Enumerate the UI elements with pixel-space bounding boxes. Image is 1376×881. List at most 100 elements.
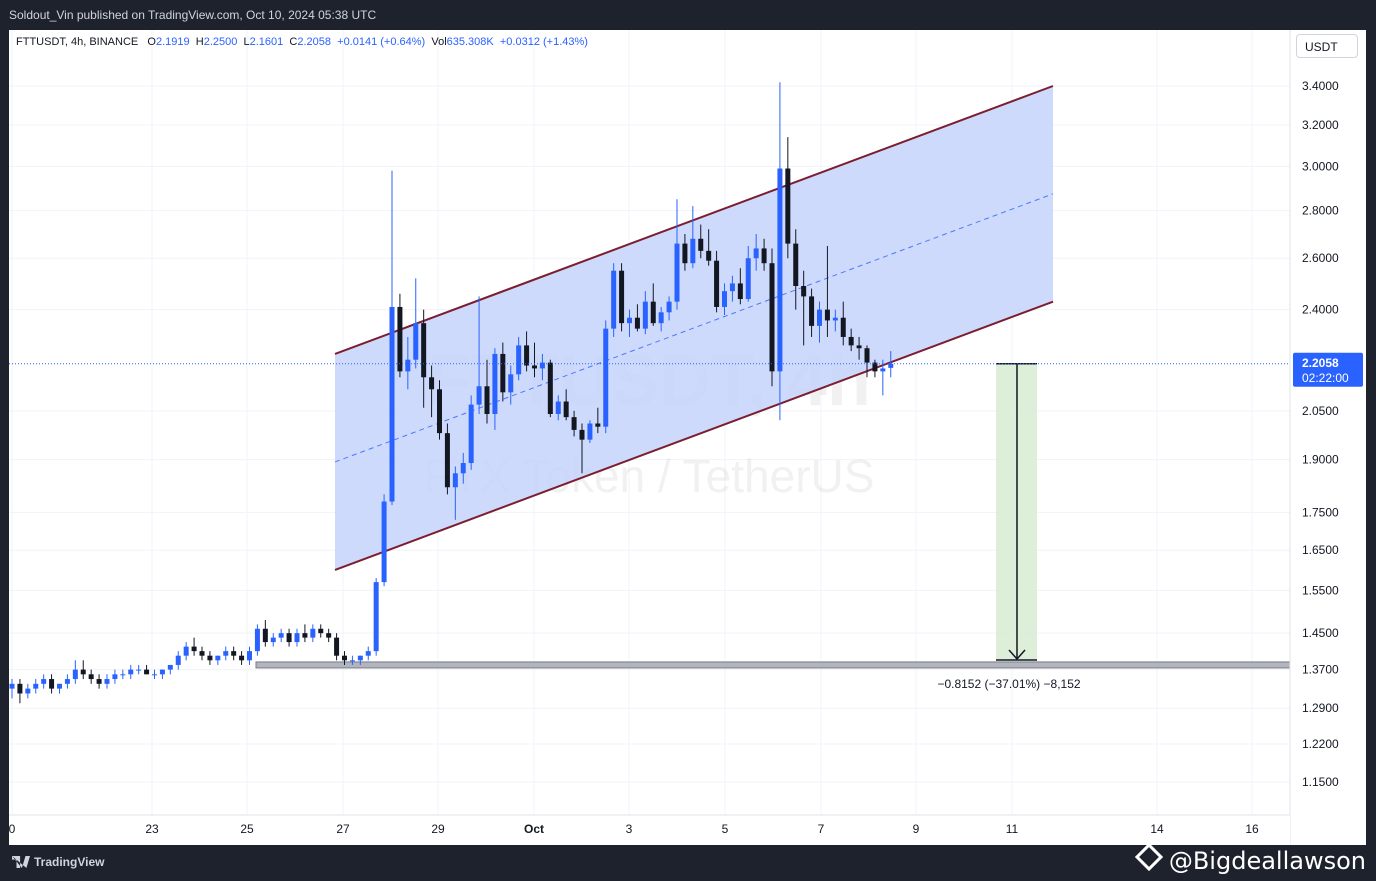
- candle: [104, 674, 110, 689]
- candle: [262, 620, 268, 647]
- candle: [579, 423, 585, 474]
- candle: [832, 309, 838, 332]
- candle-body: [17, 683, 23, 694]
- candle: [286, 628, 292, 647]
- tradingview-logo-icon: [12, 856, 30, 868]
- candle: [57, 683, 62, 694]
- candle-body: [239, 655, 245, 661]
- candle-body: [247, 651, 252, 661]
- y-tick-label: 1.3700: [1302, 663, 1339, 677]
- candle-body: [492, 353, 498, 414]
- candle-body: [9, 683, 15, 689]
- legend-volume-label: Vol: [431, 36, 447, 48]
- candle: [25, 683, 31, 699]
- candle-body: [658, 312, 664, 324]
- candle: [674, 199, 680, 310]
- candle-body: [468, 404, 474, 464]
- candle-body: [421, 323, 427, 378]
- candle-body: [832, 317, 838, 321]
- candle-body: [801, 285, 807, 297]
- candle: [183, 642, 189, 661]
- legend-open-value: 2.1919: [155, 36, 190, 48]
- candle: [41, 674, 47, 689]
- candle-body: [120, 674, 126, 676]
- candle-body: [817, 309, 822, 326]
- diamond-icon: [1134, 842, 1163, 872]
- candle-body: [318, 628, 324, 634]
- candle-body: [753, 248, 759, 259]
- y-tick-label: 3.2000: [1302, 118, 1339, 132]
- x-tick-label: 23: [145, 822, 159, 836]
- candle: [460, 452, 466, 484]
- candle: [207, 651, 213, 665]
- legend-symbol[interactable]: FTTUSDT, 4h, BINANCE: [16, 36, 139, 48]
- candle-body: [579, 429, 585, 440]
- candle: [167, 664, 173, 675]
- x-tick-label: 9: [913, 822, 920, 836]
- candle: [159, 669, 165, 680]
- candle: [824, 246, 830, 337]
- publish-bar: Soldout_Vin published on TradingView.com…: [0, 0, 1376, 30]
- x-tick-label: 3: [626, 822, 633, 836]
- candle-body: [777, 168, 783, 372]
- candle-body: [634, 317, 640, 329]
- candle-body: [41, 679, 47, 684]
- candle: [88, 669, 94, 684]
- candle: [698, 224, 704, 259]
- candle: [302, 624, 308, 643]
- candle-body: [595, 423, 601, 427]
- legend-volume-value: 635.308K: [446, 36, 494, 48]
- candle: [769, 248, 775, 387]
- candle: [452, 466, 458, 520]
- candle: [706, 229, 712, 266]
- last-price-value: 2.2058: [1302, 356, 1339, 370]
- y-tick-label: 1.4500: [1302, 626, 1339, 640]
- candle: [49, 674, 55, 694]
- candle: [888, 351, 894, 378]
- candle-body: [587, 423, 593, 440]
- candle-body: [342, 655, 347, 661]
- chart-frame[interactable]: FTTUSDT, 4hFTX Token / TetherUS−0.8152 (…: [9, 30, 1366, 845]
- y-tick-label: 1.1500: [1302, 775, 1339, 789]
- candle-body: [706, 250, 712, 261]
- y-tick-label: 2.8000: [1302, 204, 1339, 218]
- candle: [840, 301, 846, 346]
- candle-body: [104, 679, 110, 684]
- candle: [270, 633, 276, 647]
- candle-body: [262, 628, 268, 643]
- x-tick-label: 14: [1150, 822, 1164, 836]
- candle-body: [33, 683, 39, 689]
- candle-body: [864, 348, 870, 363]
- candle-body: [571, 417, 577, 430]
- y-tick-label: 1.6500: [1302, 543, 1339, 557]
- candle-body: [714, 260, 720, 307]
- candle: [128, 664, 134, 680]
- candles: [9, 82, 894, 704]
- candle: [547, 359, 553, 418]
- candle: [215, 655, 221, 665]
- legend-close-value: 2.2058: [297, 36, 332, 48]
- candle: [872, 359, 878, 378]
- grid: [9, 30, 1290, 815]
- candle-body: [500, 353, 506, 393]
- x-tick-label: 16: [1245, 822, 1259, 836]
- candle-body: [302, 633, 308, 638]
- candle: [278, 628, 284, 643]
- candle-body: [563, 401, 569, 418]
- candle-body: [57, 683, 62, 689]
- candle-body: [555, 401, 561, 414]
- candle: [389, 170, 395, 506]
- candle-body: [294, 633, 300, 643]
- candle: [627, 309, 632, 337]
- candle-body: [80, 669, 86, 675]
- candle-body: [25, 688, 31, 694]
- currency-selector[interactable]: USDT: [1296, 34, 1358, 58]
- legend-change: +0.0141 (+0.64%): [337, 36, 426, 48]
- candle-body: [88, 674, 94, 680]
- candle: [848, 328, 854, 352]
- candle: [310, 624, 316, 643]
- candle-body: [381, 501, 387, 583]
- tradingview-logo[interactable]: TradingView: [12, 855, 104, 869]
- chart-canvas[interactable]: FTTUSDT, 4hFTX Token / TetherUS−0.8152 (…: [9, 30, 1366, 845]
- candle-body: [175, 655, 181, 665]
